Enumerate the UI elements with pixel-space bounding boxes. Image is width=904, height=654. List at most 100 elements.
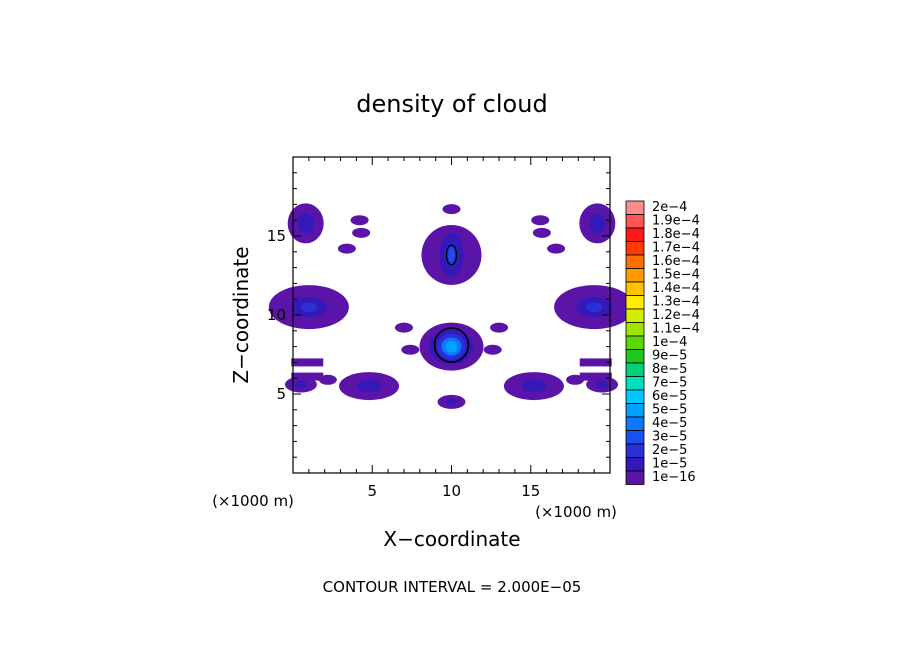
colorbar-label: 1e−4 (652, 335, 687, 350)
density-streak (579, 358, 612, 367)
colorbar-swatch (625, 214, 645, 229)
density-level (596, 380, 609, 389)
y-tick-labels: 5 10 15 (267, 227, 286, 403)
density-patch (401, 344, 420, 355)
density-patch (531, 215, 550, 226)
density-patch (547, 243, 566, 254)
density-level (589, 213, 606, 234)
density-feature (554, 285, 635, 330)
axis-ticks (293, 157, 610, 473)
colorbar-label: 4e−5 (652, 416, 687, 431)
density-level (294, 380, 307, 389)
colorbar-label: 1.5e−4 (652, 268, 700, 283)
colorbar-label: 3e−5 (652, 430, 687, 445)
density-patch (483, 344, 502, 355)
colorbar-label: 1.4e−4 (652, 281, 700, 296)
density-feature (419, 322, 484, 371)
colorbar-swatch (625, 254, 645, 269)
colorbar-label: 7e−5 (652, 376, 687, 391)
density-field (268, 203, 635, 409)
density-level (586, 302, 603, 313)
colorbar-label: 1.6e−4 (652, 254, 700, 269)
x-tick-labels: 5 10 15 (367, 482, 540, 500)
density-level (297, 213, 314, 234)
density-feature (579, 203, 616, 244)
x-unit-left: (×1000 m) (212, 492, 294, 510)
density-level (446, 398, 457, 405)
density-patch (352, 227, 371, 238)
density-patch (337, 243, 356, 254)
density-patch (566, 374, 585, 385)
density-level (521, 380, 546, 393)
colorbar-swatch (625, 308, 645, 323)
density-patch (394, 322, 413, 333)
y-tick-label: 5 (276, 385, 286, 403)
colorbar (625, 200, 645, 485)
colorbar-label: 8e−5 (652, 362, 687, 377)
contour-lines (433, 244, 470, 363)
colorbar-label: 1.1e−4 (652, 322, 700, 337)
colorbar-swatch (625, 376, 645, 391)
density-patch (490, 322, 509, 333)
density-streak (579, 372, 612, 381)
x-tick-label: 15 (521, 482, 540, 500)
x-axis-label: X−coordinate (383, 527, 520, 551)
colorbar-swatch (625, 268, 645, 283)
contour-line (445, 244, 458, 266)
colorbar-label: 1e−5 (652, 457, 687, 472)
colorbar-swatch (625, 416, 645, 431)
colorbar-swatch (625, 362, 645, 377)
density-level (448, 247, 455, 262)
colorbar-label: 2e−4 (652, 200, 687, 215)
colorbar-label: 1.8e−4 (652, 227, 700, 242)
plot-area (268, 156, 635, 474)
colorbar-swatch (625, 241, 645, 256)
chart-title: density of cloud (356, 90, 547, 118)
colorbar-label: 2e−5 (652, 443, 687, 458)
colorbar-swatch (625, 403, 645, 418)
colorbar-swatch (625, 389, 645, 404)
density-feature (421, 224, 482, 285)
colorbar-label: 5e−5 (652, 403, 687, 418)
colorbar-swatch (625, 470, 645, 485)
density-patch (318, 374, 337, 385)
colorbar-swatch (625, 295, 645, 310)
x-tick-label: 5 (367, 482, 377, 500)
y-axis-label: Z−coordinate (229, 246, 253, 383)
colorbar-swatch (625, 335, 645, 350)
density-streak (291, 372, 324, 381)
density-feature (268, 285, 349, 330)
colorbar-swatch (625, 443, 645, 458)
colorbar-swatch (625, 349, 645, 364)
colorbar-swatch (625, 200, 645, 215)
density-feature (339, 372, 400, 401)
colorbar-swatch (625, 227, 645, 242)
y-tick-label: 10 (267, 306, 286, 324)
density-level (357, 380, 382, 393)
density-patch (532, 227, 551, 238)
colorbar-swatch (625, 281, 645, 296)
contour-interval-label: CONTOUR INTERVAL = 2.000E−05 (323, 578, 582, 596)
colorbar-label: 1.7e−4 (652, 241, 700, 256)
colorbar-labels: 2e−41.9e−41.8e−41.7e−41.6e−41.5e−41.4e−4… (652, 200, 700, 485)
density-feature (437, 394, 466, 409)
density-feature (503, 372, 564, 401)
colorbar-label: 9e−5 (652, 349, 687, 364)
colorbar-label: 1.9e−4 (652, 214, 700, 229)
colorbar-swatch (625, 322, 645, 337)
x-tick-label: 10 (442, 482, 461, 500)
density-streak (291, 358, 324, 367)
density-level (300, 302, 317, 313)
density-feature (287, 203, 324, 244)
density-level (445, 340, 458, 353)
density-patch (350, 215, 369, 226)
contour-line (433, 327, 470, 363)
y-tick-label: 15 (267, 227, 286, 245)
colorbar-label: 1e−16 (652, 470, 696, 485)
colorbar-swatch (625, 457, 645, 472)
density-patch (442, 204, 461, 215)
colorbar-label: 1.2e−4 (652, 308, 700, 323)
x-unit-right: (×1000 m) (535, 503, 617, 521)
colorbar-label: 1.3e−4 (652, 295, 700, 310)
